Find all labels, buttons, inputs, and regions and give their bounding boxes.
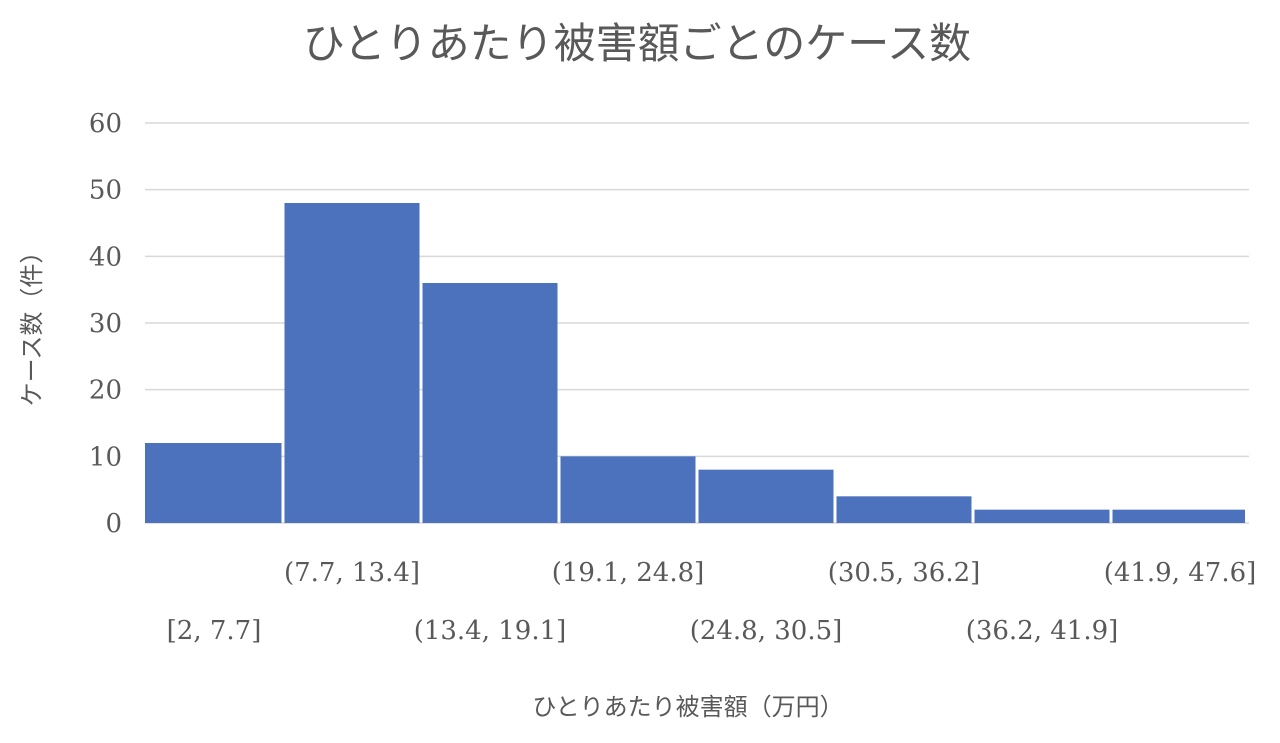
y-axis-title: ケース数（件） [18,240,46,407]
y-tick-label-50: 50 [89,176,122,206]
bar-3 [422,283,558,523]
y-tick-label-10: 10 [89,442,122,472]
x-axis-ticks: [2, 7.7] (7.7, 13.4] (13.4, 19.1] (19.1, 24… [167,558,1257,646]
y-tick-label-0: 0 [105,509,122,539]
y-tick-label-30: 30 [89,309,122,339]
x-tick-label-3: (13.4, 19.1] [414,616,567,646]
x-tick-label-7: (36.2, 41.9] [966,616,1119,646]
x-tick-label-8: (41.9, 47.6] [1104,558,1257,588]
x-tick-label-5: (24.8, 30.5] [690,616,843,646]
bar-6 [836,496,972,523]
x-tick-label-6: (30.5, 36.2] [828,558,981,588]
chart-title: ひとりあたり被害額ごとのケース数 [303,19,971,68]
bar-2 [284,203,420,523]
bar-7 [974,509,1110,523]
bars [145,203,1245,523]
x-tick-label-2: (7.7, 13.4] [284,558,420,588]
y-tick-label-60: 60 [89,109,122,139]
y-tick-label-40: 40 [89,242,122,272]
bar-1 [145,443,282,523]
bar-4 [560,456,696,523]
x-tick-label-4: (19.1, 24.8] [552,558,705,588]
y-axis-ticks: 0 10 20 30 40 50 60 [89,109,122,539]
bar-5 [698,469,834,523]
x-axis-title: ひとりあたり被害額（万円） [532,693,843,721]
x-tick-label-1: [2, 7.7] [167,616,262,646]
bar-8 [1112,509,1245,523]
y-tick-label-20: 20 [89,376,122,406]
